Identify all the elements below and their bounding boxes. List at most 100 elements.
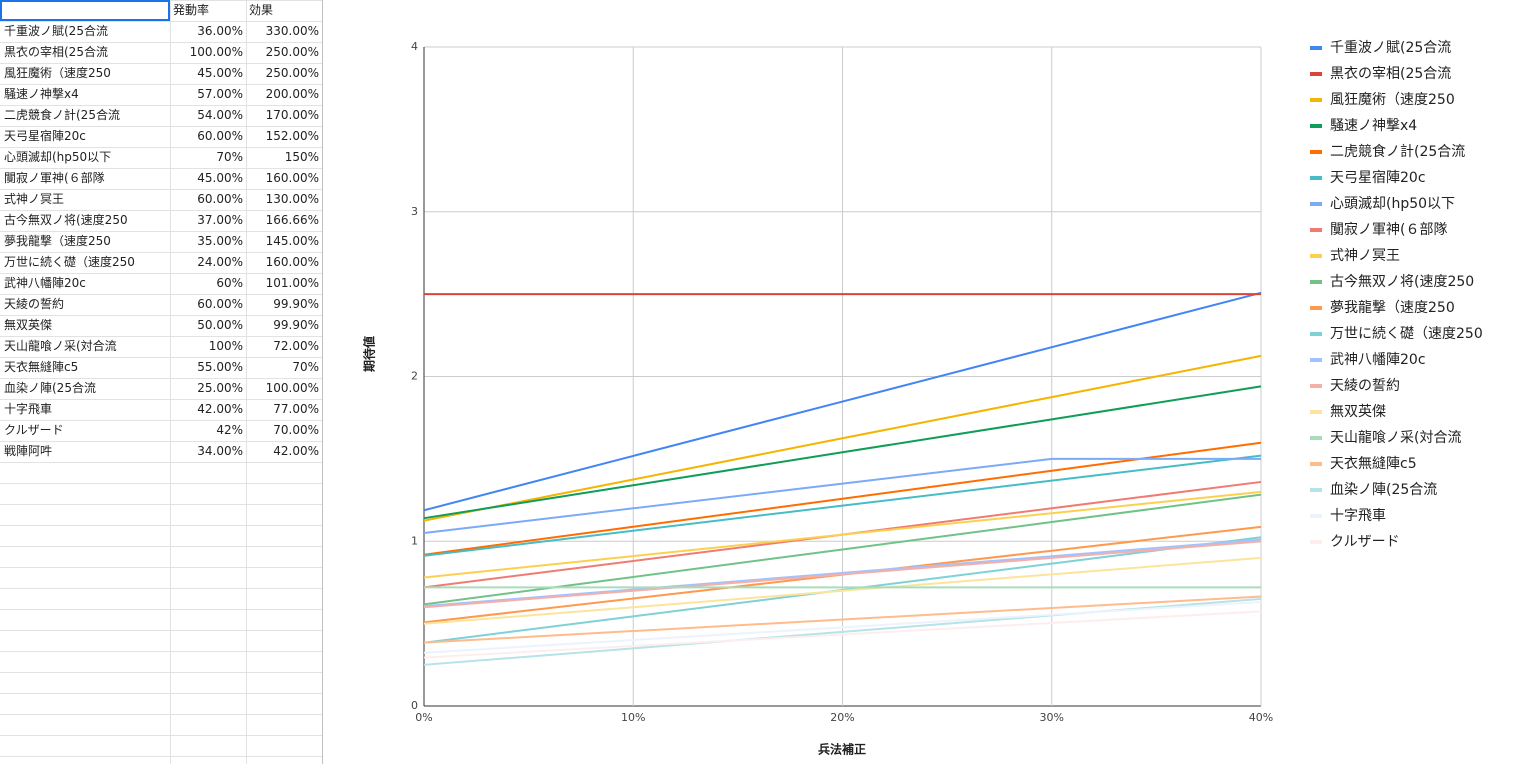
- cell: 166.66%: [266, 213, 319, 227]
- cell: 24.00%: [197, 255, 243, 269]
- x-tick-label: 10%: [621, 711, 645, 724]
- cell: 70%: [216, 150, 243, 164]
- cell: 天綾の誓約: [4, 296, 64, 311]
- cell: 60%: [216, 276, 243, 290]
- cell: クルザード: [4, 423, 64, 437]
- x-tick-label: 40%: [1249, 711, 1273, 724]
- x-tick-label: 0%: [415, 711, 432, 724]
- series-line: [423, 556, 1262, 625]
- legend-label: 風狂魔術（速度250: [1330, 92, 1455, 108]
- cell: 二虎競食ノ計(25合流: [4, 107, 120, 122]
- cell: 天弓星宿陣20c: [4, 128, 86, 143]
- cell: 55.00%: [197, 360, 243, 374]
- cell: 160.00%: [266, 171, 319, 185]
- x-tick-label: 30%: [1040, 711, 1064, 724]
- cell: 25.00%: [197, 381, 243, 395]
- legend-label: 古今無双ノ将(速度250: [1330, 274, 1474, 290]
- legend-label: 無双英傑: [1330, 403, 1386, 420]
- series-line: [423, 457, 1261, 535]
- cell: 170.00%: [266, 108, 319, 122]
- cell: 100.00%: [266, 381, 319, 395]
- legend-label: 天弓星宿陣20c: [1330, 169, 1426, 186]
- legend-label: クルザード: [1330, 534, 1400, 550]
- cell: 42.00%: [273, 444, 319, 458]
- cell: 100%: [209, 339, 243, 353]
- cell: 101.00%: [266, 276, 319, 290]
- cell: 42%: [216, 423, 243, 437]
- cell: 式神ノ冥王: [4, 192, 64, 206]
- cell: 闃寂ノ軍神(６部隊: [4, 170, 105, 185]
- header-cell: 効果: [249, 2, 273, 17]
- cell: 黒衣の宰相(25合流: [4, 44, 108, 59]
- y-tick-label: 4: [411, 40, 418, 53]
- cell: 250.00%: [266, 66, 319, 80]
- cell: 45.00%: [197, 66, 243, 80]
- cell: 60.00%: [197, 129, 243, 143]
- series-line: [423, 540, 1262, 609]
- series-line: [423, 595, 1262, 644]
- cell: 天山龍喰ノ采(対合流: [4, 338, 117, 353]
- cell: 200.00%: [266, 87, 319, 101]
- y-axis-title: 期待値: [362, 336, 377, 372]
- legend-label: 血染ノ陣(25合流: [1330, 482, 1437, 498]
- series-line: [423, 600, 1262, 654]
- cell: 古今無双ノ将(速度250: [4, 212, 128, 227]
- x-axis-title: 兵法補正: [818, 742, 866, 757]
- cell: 風狂魔術（速度250: [4, 65, 111, 80]
- series-line: [423, 538, 1262, 608]
- cell: 145.00%: [266, 234, 319, 248]
- selected-cell: [0, 0, 170, 21]
- cell: 250.00%: [266, 45, 319, 59]
- cell: 血染ノ陣(25合流: [4, 380, 96, 395]
- series-line: [423, 490, 1262, 579]
- legend-label: 武神八幡陣20c: [1330, 352, 1426, 368]
- y-tick-label: 1: [411, 534, 418, 547]
- legend-label: 式神ノ冥王: [1330, 248, 1400, 264]
- y-tick-label: 0: [411, 699, 418, 712]
- cell: 70.00%: [273, 423, 319, 437]
- series-line: [423, 493, 1262, 606]
- series-line: [423, 385, 1262, 520]
- cell: 150%: [285, 150, 319, 164]
- cell: 99.90%: [273, 318, 319, 332]
- cell: 45.00%: [197, 171, 243, 185]
- cell: 60.00%: [197, 297, 243, 311]
- cell: 34.00%: [197, 444, 243, 458]
- cell: 35.00%: [197, 234, 243, 248]
- cell: 60.00%: [197, 192, 243, 206]
- cell: 万世に続く礎（速度250: [4, 254, 135, 269]
- cell: 100.00%: [190, 45, 243, 59]
- cell: 武神八幡陣20c: [4, 275, 86, 290]
- legend-label: 千重波ノ賦(25合流: [1330, 40, 1451, 56]
- cell: 天衣無縫陣c5: [4, 359, 78, 374]
- legend-label: 天衣無縫陣c5: [1330, 456, 1417, 472]
- y-tick-label: 2: [411, 370, 418, 383]
- cell: 77.00%: [273, 402, 319, 416]
- cell: 無双英傑: [4, 317, 52, 332]
- legend-label: 心頭滅却(hp50以下: [1330, 196, 1455, 212]
- x-tick-label: 20%: [830, 711, 854, 724]
- cell: 37.00%: [197, 213, 243, 227]
- cell: 72.00%: [273, 339, 319, 353]
- legend-label: 闃寂ノ軍神(６部隊: [1330, 222, 1447, 238]
- cell: 36.00%: [197, 24, 243, 38]
- cell: 130.00%: [266, 192, 319, 206]
- cell: 152.00%: [266, 129, 319, 143]
- cell: 160.00%: [266, 255, 319, 269]
- cell: 57.00%: [197, 87, 243, 101]
- header-cell: 発動率: [173, 2, 209, 17]
- cell: 99.90%: [273, 297, 319, 311]
- series-line: [423, 354, 1262, 522]
- cell: 330.00%: [266, 24, 319, 38]
- legend-label: 二虎競食ノ計(25合流: [1330, 143, 1465, 160]
- cell: 心頭滅却(hp50以下: [4, 150, 111, 164]
- series-line: [423, 610, 1262, 659]
- y-tick-label: 3: [411, 205, 418, 218]
- cell: 戦陣阿吽: [4, 444, 52, 458]
- cell: 70%: [292, 360, 319, 374]
- legend-label: 黒衣の宰相(25合流: [1330, 66, 1451, 82]
- series-line: [423, 454, 1262, 557]
- legend-label: 万世に続く礎（速度250: [1330, 325, 1483, 342]
